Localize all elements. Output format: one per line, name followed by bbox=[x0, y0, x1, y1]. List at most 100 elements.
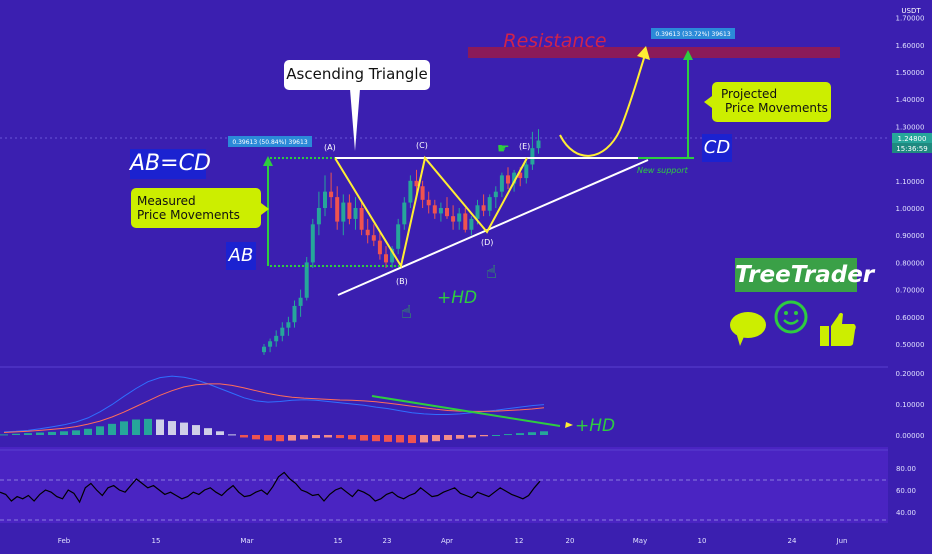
rsi-line bbox=[0, 471, 541, 504]
macd-hist-bar bbox=[516, 433, 524, 435]
macd-hist-bar bbox=[420, 435, 428, 443]
candle-body bbox=[274, 335, 279, 342]
point-d-label: (D) bbox=[481, 238, 493, 247]
macd-hist-bar bbox=[360, 435, 368, 441]
price-tick-label: 1.30000 bbox=[896, 123, 925, 131]
point-labels: (A) (B) (C) (D) (E) bbox=[324, 141, 530, 286]
price-scale[interactable] bbox=[888, 0, 932, 550]
macd-hist-bar bbox=[0, 434, 8, 436]
macd-hist-bar bbox=[168, 421, 176, 435]
macd-hist-bar bbox=[300, 435, 308, 440]
candle-body bbox=[402, 202, 407, 225]
time-tick-label: Jun bbox=[836, 537, 848, 545]
price-tick-label: 1.10000 bbox=[896, 178, 925, 186]
candle-body bbox=[384, 254, 388, 263]
time-tick-label: 24 bbox=[788, 537, 797, 545]
macd-hist-bar bbox=[312, 435, 320, 439]
measured-note[interactable]: Measured Price Movements bbox=[131, 188, 261, 228]
ab-equals-cd-label: AB=CD bbox=[130, 151, 211, 176]
countdown-text: 15:36:59 bbox=[896, 145, 927, 153]
rsi-tick-label: 60.00 bbox=[896, 487, 916, 495]
candle-body bbox=[329, 191, 334, 198]
macd-hist-bar bbox=[528, 432, 536, 435]
resistance-zone[interactable] bbox=[468, 47, 840, 58]
projection-arrow-head bbox=[637, 46, 650, 60]
measured-note-pointer bbox=[261, 203, 269, 215]
macd-hist-bar bbox=[156, 419, 164, 435]
time-tick-label: Feb bbox=[58, 537, 71, 545]
brand-box: TreeTrader bbox=[735, 258, 874, 292]
candle-body bbox=[353, 208, 358, 219]
candle-body bbox=[420, 186, 425, 200]
ascending-triangle-callout[interactable]: Ascending Triangle bbox=[284, 60, 430, 90]
hd-macd-label: +HD bbox=[575, 416, 615, 436]
projected-note-pointer bbox=[704, 96, 712, 108]
time-tick-label: Apr bbox=[441, 537, 453, 545]
candle-body bbox=[518, 172, 523, 179]
macd-hist-bar bbox=[468, 435, 476, 438]
abcde-pattern[interactable] bbox=[334, 155, 528, 269]
candle-body bbox=[481, 205, 486, 211]
triangle-support-line[interactable] bbox=[337, 159, 649, 296]
projection-curve[interactable] bbox=[559, 54, 646, 157]
time-tick-label: 23 bbox=[383, 537, 392, 545]
macd-hist-bar bbox=[12, 433, 20, 435]
resistance-label: Resistance bbox=[503, 30, 606, 52]
candle-body bbox=[310, 224, 315, 263]
candle-body bbox=[359, 208, 364, 230]
candle-body bbox=[445, 208, 449, 217]
macd-divergence-line[interactable] bbox=[371, 395, 561, 427]
time-tick-label: 10 bbox=[698, 537, 707, 545]
macd-hist-bar bbox=[504, 434, 512, 436]
price-tick-label: 0.60000 bbox=[896, 314, 925, 322]
candlestick-series bbox=[262, 129, 541, 355]
macd-hist-bar bbox=[132, 419, 140, 435]
candle-body bbox=[432, 205, 437, 214]
current-price-badge bbox=[892, 133, 932, 143]
macd-hist-bar bbox=[96, 426, 104, 435]
candle-body bbox=[286, 322, 291, 328]
macd-tick-label: 0.10000 bbox=[896, 401, 925, 409]
macd-axis: 0.20000 0.10000 0.00000 bbox=[896, 370, 925, 440]
point-c-label: (C) bbox=[416, 141, 428, 150]
time-tick-label: Mar bbox=[240, 537, 253, 545]
price-tick-label: 1.70000 bbox=[896, 15, 925, 23]
measured-line-1: Measured bbox=[137, 194, 196, 208]
ab-box: AB bbox=[226, 242, 256, 270]
candle-body bbox=[341, 202, 346, 222]
macd-line bbox=[3, 375, 545, 433]
macd-hist-bar bbox=[408, 435, 416, 444]
ab-equals-cd-box: AB=CD bbox=[130, 149, 211, 179]
thumbs-up-icon bbox=[818, 310, 858, 348]
macd-hist-bar bbox=[240, 435, 248, 438]
time-tick-label: May bbox=[633, 537, 647, 545]
candle-body bbox=[524, 164, 529, 179]
macd-hist-bar bbox=[24, 433, 32, 435]
current-price-text: 1.24800 bbox=[898, 135, 927, 143]
ab-arrow-head bbox=[263, 156, 273, 166]
macd-tick-label: 0.20000 bbox=[896, 370, 925, 378]
candle-body bbox=[499, 175, 504, 192]
macd-hist-bar bbox=[180, 422, 188, 435]
time-tick-label: 12 bbox=[515, 537, 524, 545]
candle-body bbox=[335, 197, 340, 222]
rsi-band bbox=[0, 447, 888, 523]
macd-tick-label: 0.00000 bbox=[896, 432, 925, 440]
hd-price-label: +HD bbox=[437, 288, 477, 308]
projected-line-1: Projected bbox=[721, 87, 778, 101]
macd-hist-bar bbox=[336, 435, 344, 439]
price-tick-label: 1.50000 bbox=[896, 69, 925, 77]
candle-body bbox=[371, 235, 376, 241]
ab-label: AB bbox=[228, 245, 254, 266]
macd-hist-bar bbox=[204, 428, 212, 435]
macd-hist-bar bbox=[348, 435, 356, 440]
price-tick-label: 1.00000 bbox=[896, 205, 925, 213]
rsi-axis: 80.00 60.00 40.00 bbox=[896, 465, 916, 517]
projected-note[interactable]: Projected Price Movements bbox=[712, 82, 831, 122]
candle-body bbox=[316, 208, 321, 225]
measured-line-2: Price Movements bbox=[137, 208, 240, 222]
macd-hist-bar bbox=[444, 435, 452, 440]
macd-hist-bar bbox=[84, 428, 92, 435]
candle-body bbox=[262, 346, 266, 353]
